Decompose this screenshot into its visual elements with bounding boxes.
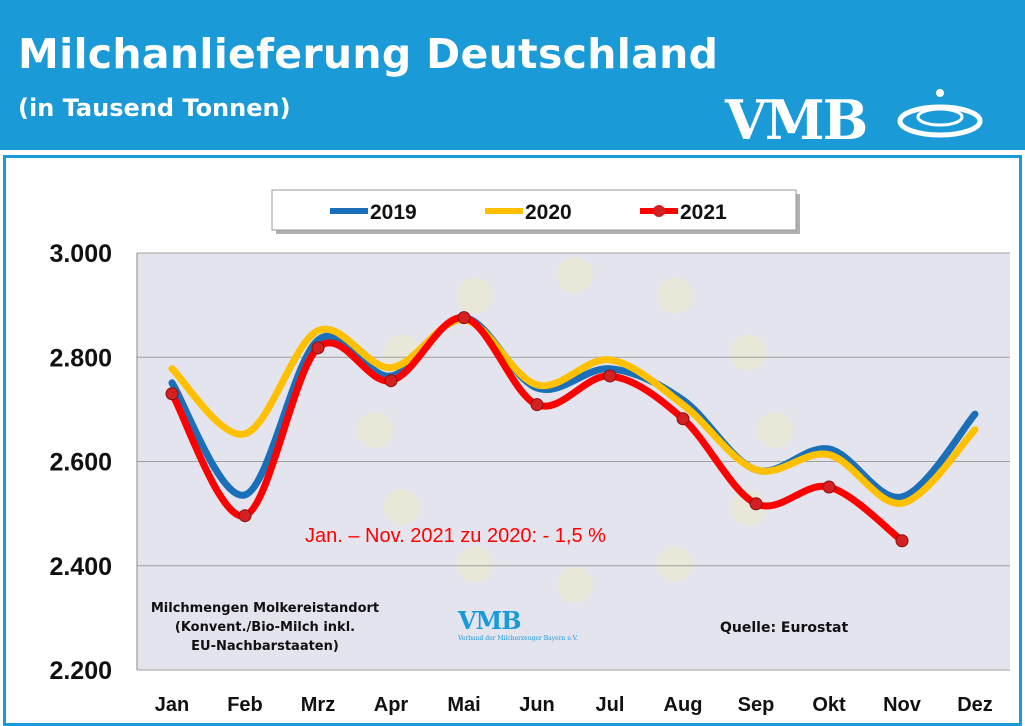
- data-point-2021: [238, 509, 252, 523]
- data-point-2021: [311, 341, 325, 355]
- eu-star-decoration: [657, 277, 693, 314]
- vmb-small-logo: VMB Verband der Milcherzeuger Bayern e.V…: [458, 606, 578, 642]
- data-point-2021: [822, 480, 836, 494]
- legend-label-2019: 2019: [370, 201, 417, 224]
- y-tick-label: 2.400: [49, 553, 112, 581]
- data-point-2021: [530, 398, 544, 412]
- legend-label-2021: 2021: [680, 201, 727, 224]
- y-tick-label: 2.600: [49, 449, 112, 477]
- eu-star-decoration: [730, 334, 767, 371]
- x-tick-label: Sep: [738, 694, 775, 716]
- data-description: Milchmengen Molkereistandort (Konvent./B…: [150, 601, 380, 654]
- data-point-2021: [457, 311, 471, 325]
- eu-star-decoration: [557, 257, 593, 293]
- page-title: Milchanlieferung Deutschland: [18, 30, 719, 78]
- eu-star-decoration: [457, 277, 493, 314]
- milk-drop-logo-icon: [897, 89, 983, 138]
- series-line-2020: [168, 316, 979, 507]
- data-point-2021: [384, 374, 398, 388]
- x-tick-label: Jun: [519, 694, 555, 716]
- x-tick-label: Feb: [227, 694, 263, 716]
- y-tick-label: 2.800: [49, 344, 112, 372]
- eu-star-decoration: [383, 489, 420, 526]
- y-tick-label: 2.200: [49, 657, 112, 685]
- vmb-logo: VMB: [725, 88, 983, 152]
- page-subtitle: (in Tausend Tonnen): [18, 94, 291, 122]
- y-tick-label: 3.000: [49, 240, 112, 268]
- annotation-text: Jan. – Nov. 2021 zu 2020: - 1,5 %: [305, 525, 606, 547]
- x-tick-label: Apr: [374, 694, 409, 716]
- legend-label-2020: 2020: [525, 201, 572, 224]
- header-banner: Milchanlieferung Deutschland (in Tausend…: [0, 0, 1025, 152]
- eu-star-decoration: [457, 546, 493, 583]
- x-tick-label: Okt: [812, 694, 846, 716]
- eu-star-decoration: [657, 546, 693, 583]
- x-tick-label: Mai: [447, 694, 480, 716]
- data-point-2021: [165, 387, 179, 401]
- x-tick-label: Dez: [957, 694, 993, 716]
- x-tick-label: Nov: [883, 694, 922, 716]
- x-tick-label: Jul: [596, 694, 625, 716]
- data-point-2021: [603, 369, 617, 383]
- legend-marker-2021: [653, 205, 665, 217]
- data-point-2021: [676, 412, 690, 426]
- x-tick-label: Aug: [664, 694, 703, 716]
- eu-star-decoration: [557, 567, 593, 603]
- series-line-2019: [168, 314, 979, 501]
- x-tick-label: Jan: [155, 694, 189, 716]
- x-tick-label: Mrz: [301, 694, 335, 716]
- source-label: Quelle: Eurostat: [720, 620, 849, 636]
- data-point-2021: [749, 497, 763, 511]
- eu-star-decoration: [757, 412, 793, 448]
- eu-star-decoration: [357, 412, 393, 448]
- data-point-2021: [895, 534, 909, 548]
